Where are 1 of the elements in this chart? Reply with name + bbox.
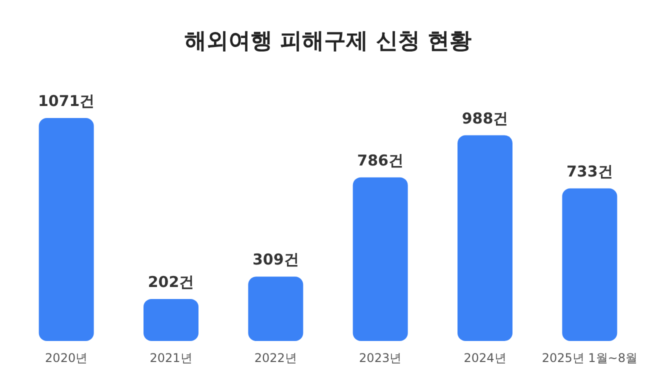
title: 해외여행 피해구제 신청 현황 xyxy=(184,29,472,54)
